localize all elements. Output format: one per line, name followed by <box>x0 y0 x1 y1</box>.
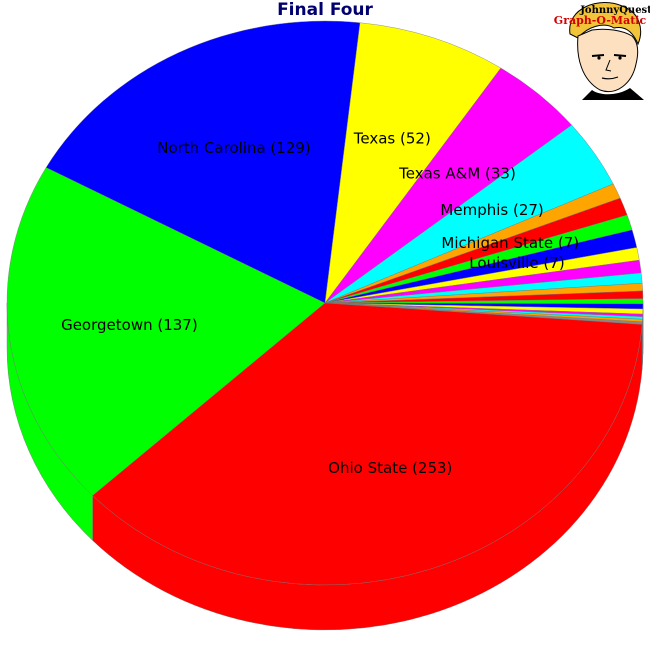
graph-o-matic-logo: JohnnyQuest Graph-O-Matic <box>554 2 650 100</box>
pie-slice-2 <box>324 22 502 304</box>
logo-nose <box>605 59 612 72</box>
logo-line1: JohnnyQuest <box>579 5 650 16</box>
pie-slice-0 <box>6 167 326 496</box>
slice-label-6: Michigan State (7) <box>441 234 579 252</box>
slice-label-4: Memphis (27) <box>440 201 543 219</box>
pie-slice-1 <box>45 20 361 304</box>
logo-pupil-left <box>597 56 601 60</box>
logo-eye-left <box>591 54 605 57</box>
pie-top-layer <box>6 20 644 586</box>
logo-pupil-right <box>618 56 622 60</box>
slice-label-8: Louisville (7) <box>469 254 564 272</box>
pie-label-layer: Georgetown (137) North Carolina (129) Texa… <box>61 130 579 477</box>
slice-label-2: Texas (52) <box>353 130 431 148</box>
logo-eye-right <box>613 54 627 57</box>
logo-mouth <box>601 76 619 80</box>
slice-label-3: Texas A&M (33) <box>398 165 516 183</box>
logo-shirt <box>582 88 644 100</box>
logo-line2: Graph-O-Matic <box>554 14 647 27</box>
slice-label-0: Georgetown (137) <box>61 316 198 334</box>
logo-face <box>577 28 639 92</box>
logo-hair <box>569 2 642 46</box>
slice-label-21: Ohio State (253) <box>328 459 452 477</box>
chart-title: Final Four <box>277 0 373 20</box>
slice-label-1: North Carolina (129) <box>157 139 311 157</box>
pie-slice-21 <box>92 302 643 586</box>
